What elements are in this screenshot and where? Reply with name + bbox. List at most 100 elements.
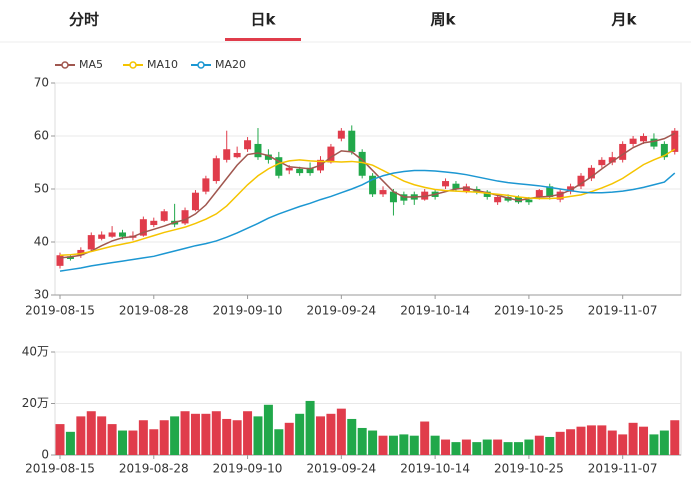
volume-bar [534,435,544,455]
x-tick-label: 2019-09-24 [306,304,376,318]
candle-body [640,136,648,142]
plots: 30 40 50 60 70 2019-08-15 2019-08-28 2019-09-10… [22,76,682,476]
tab[interactable]: 月k [611,11,638,29]
volume-bar [555,431,565,455]
y-tick-label: 20万 [22,396,49,410]
candle-body [567,186,575,192]
candle-body [421,191,429,200]
volume-bar [190,413,200,455]
volume-bar [159,420,169,455]
tab[interactable]: 分时 [69,11,99,29]
volume-bar [253,416,263,455]
volume-bar [180,411,190,455]
candle-body [119,232,127,237]
candle-body [264,154,272,160]
volume-bar [55,424,65,455]
volume-bar [170,416,180,455]
candle-body [608,157,616,163]
tab-bar: 分时 日k 周k 月k [69,11,638,41]
candle-body [577,175,585,187]
x-tick-label: 2019-10-25 [494,304,564,318]
candle-body [254,143,262,158]
volume-bar [368,430,378,455]
ma-line [59,169,676,272]
candle-body [442,181,450,187]
candle-body [108,232,116,237]
candle-body [285,167,293,171]
candle-body [556,191,564,200]
candle-body [233,152,241,158]
volume-bar [482,439,492,455]
candle-body [296,168,304,174]
volume-bar [659,430,669,455]
candle-body [379,190,387,195]
volume-bar [388,435,398,455]
x-tick-label: 2019-08-15 [25,462,95,476]
volume-bar [222,418,232,455]
volume-bar [472,442,482,455]
candle-body [275,157,283,176]
candle-body [660,143,668,158]
volume-bar [336,408,346,455]
tab[interactable]: 日k [251,11,277,29]
x-tick-label: 2019-09-10 [213,462,283,476]
volume-bar [86,411,96,455]
volume-bar [138,420,148,455]
candle-body [587,167,595,179]
x-tick-label: 2019-08-15 [25,304,95,318]
legend-marker [197,61,205,69]
volume-bar [118,430,128,455]
candle-body [619,143,627,160]
candle-body [327,146,335,163]
volume-bar [566,429,576,455]
candle-body [181,210,189,224]
volume-bar [461,439,471,455]
volume-bar [618,434,628,455]
volume-bar [347,418,357,455]
x-tick-label: 2019-08-28 [119,462,189,476]
volume-bar [65,431,75,455]
volume-bar [97,416,107,455]
volume-bar [76,416,86,455]
tab[interactable]: 周k [431,11,457,29]
candle-body [483,191,491,197]
candle-body [494,196,502,203]
volume-bar [295,413,305,455]
volume-bar [639,426,649,455]
candle-body [160,211,168,221]
volume-bar [409,435,419,455]
volume-bar [670,420,680,455]
volume-bar [545,436,555,455]
y-tick-label: 40万 [22,345,49,359]
candle-body [462,186,470,192]
candle-body [369,175,377,195]
legend-marker [129,61,137,69]
volume-bar [399,434,409,455]
x-tick-label: 2019-10-14 [400,304,470,318]
y-tick-label: 30 [34,288,49,302]
x-tick-label: 2019-09-10 [213,304,283,318]
volume-bar [378,435,388,455]
candle-body [337,130,345,139]
volume-bar [628,422,638,455]
candle-body [598,159,606,166]
x-tick-label: 2019-11-07 [588,462,658,476]
x-tick-label: 2019-09-24 [306,462,376,476]
legend-marker [61,61,69,69]
x-tick-label: 2019-08-28 [119,304,189,318]
candle-body [191,192,199,211]
candle-body [306,167,314,174]
candle-body [98,234,106,239]
volume-bar [211,411,221,455]
volume-bar [128,430,138,455]
y-tick-label: 0 [41,448,49,462]
x-tick-label: 2019-10-14 [400,462,470,476]
volume-bar [326,413,336,455]
legend: MA5 MA10 MA20 [55,58,246,71]
candle-body [202,178,210,192]
volume-bar [441,439,451,455]
legend-label: MA10 [147,58,178,71]
volume-bar [201,413,211,455]
volume-bar [316,416,325,455]
